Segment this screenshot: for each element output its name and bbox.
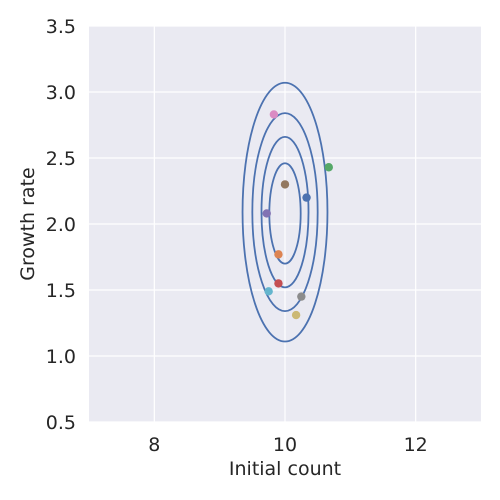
scatter-point-10 (264, 287, 273, 296)
x-tick-label: 10 (273, 434, 297, 456)
y-tick-label: 2.5 (46, 148, 76, 170)
contour-level-1 (241, 81, 329, 343)
contour-level-2 (251, 112, 319, 313)
x-axis-label: Initial count (229, 458, 341, 480)
scatter-point-2 (274, 250, 283, 259)
density-contours (241, 81, 329, 343)
scatter-point-8 (297, 292, 306, 301)
x-tick-label: 8 (148, 434, 160, 456)
scatter-point-9 (291, 310, 301, 320)
y-tick-label: 0.5 (46, 412, 76, 434)
y-tick-label: 1.0 (46, 346, 76, 368)
grid-lines (89, 25, 481, 423)
y-tick-label: 1.5 (46, 280, 76, 302)
x-tick-label: 12 (404, 434, 428, 456)
contour-level-3 (260, 135, 310, 289)
scatter-point-1 (302, 193, 311, 202)
y-tick-labels: 0.5 1.0 1.5 2.0 2.5 3.0 3.5 (46, 16, 76, 434)
scatter-point-7 (269, 110, 279, 119)
y-axis-label: Growth rate (17, 167, 39, 280)
y-tick-label: 2.0 (46, 214, 76, 236)
y-tick-label: 3.0 (46, 82, 76, 104)
y-tick-label: 3.5 (46, 16, 76, 38)
scatter-point-5 (262, 209, 271, 218)
x-tick-labels: 8 10 12 (148, 434, 427, 456)
scatter-point-6 (280, 180, 290, 189)
scatter-point-4 (274, 279, 283, 288)
scatter-points (262, 110, 333, 320)
scatter-point-3 (324, 163, 333, 172)
